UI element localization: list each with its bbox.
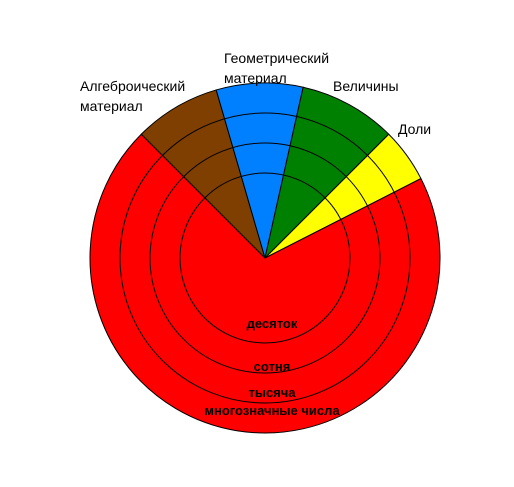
ring xyxy=(119,112,411,404)
slice-label: Величины xyxy=(333,78,399,94)
slice-label: Геометрический материал xyxy=(224,50,330,86)
ring-label: тысяча xyxy=(248,385,296,400)
ring-label: десяток xyxy=(247,316,298,331)
ring-label: многозначные числа xyxy=(204,403,340,418)
pie-slice xyxy=(89,133,441,434)
slice-label: Алгеброический материал xyxy=(80,78,186,114)
slice-label: Доли xyxy=(398,121,432,137)
ring-label: сотня xyxy=(254,359,291,374)
pie-slice xyxy=(264,86,390,260)
ring xyxy=(179,172,351,344)
ring xyxy=(149,142,381,374)
